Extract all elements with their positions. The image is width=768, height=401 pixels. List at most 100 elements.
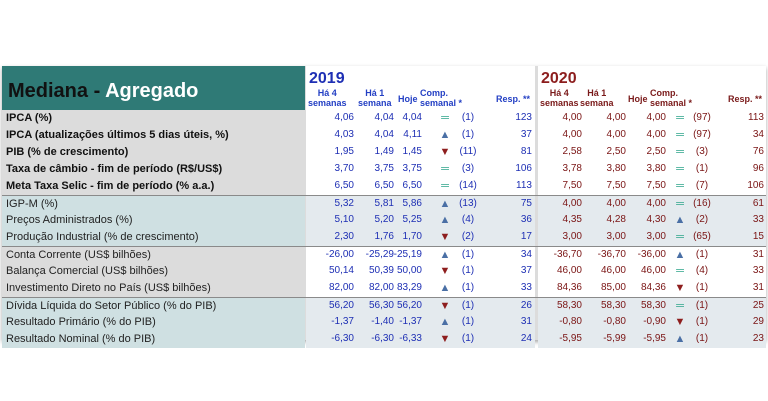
value-today-2020: 58,30 [640, 300, 666, 311]
value-1week-2019: -25,29 [365, 249, 394, 260]
responses-2019: 106 [515, 163, 532, 174]
responses-2019: 33 [520, 282, 532, 293]
table-row: Balança Comercial (US$ bilhões) 50,14 50,3… [2, 263, 766, 280]
value-today-2019: 83,29 [396, 282, 422, 293]
value-today-2020: 4,30 [646, 214, 666, 225]
responses-2019: 24 [520, 333, 532, 344]
value-4weeks-2019: 5,32 [334, 198, 354, 209]
value-4weeks-2019: 6,50 [334, 180, 354, 191]
weeks-count-2019: (1) [461, 129, 475, 140]
responses-2019: 37 [520, 265, 532, 276]
trend-2020-equal-icon: ═ [676, 265, 684, 277]
responses-2020: 113 [748, 112, 764, 123]
trend-2019-down-arrow-icon: ▼ [439, 265, 451, 277]
resp-header-2020: Resp. ** [728, 94, 763, 104]
weeks-count-2019: (1) [461, 112, 475, 123]
value-4weeks-2019: 1,95 [334, 146, 354, 157]
value-4weeks-2020: -0,80 [559, 316, 582, 327]
trend-2020-equal-icon: ═ [676, 180, 684, 192]
indicator-label-cell: IPCA (%) [2, 110, 305, 127]
value-today-2020: -36,00 [637, 249, 666, 260]
trend-2019-up-arrow-icon: ▲ [439, 249, 451, 261]
trend-2020-down-arrow-icon: ▼ [674, 316, 686, 328]
value-today-2019: 56,20 [396, 300, 422, 311]
trend-2019-up-arrow-icon: ▲ [439, 198, 451, 210]
weeks-count-2019: (1) [461, 249, 475, 260]
weeks-count-2019: (3) [461, 163, 475, 174]
value-1week-2020: 4,00 [606, 198, 626, 209]
value-today-2019: -1,37 [399, 316, 422, 327]
table-row: Resultado Nominal (% do PIB) -6,30 -6,30 -6… [2, 331, 766, 348]
trend-2019-down-arrow-icon: ▼ [439, 333, 451, 345]
value-today-2019: 4,11 [403, 129, 422, 140]
value-1week-2020: 3,00 [606, 231, 626, 242]
indicator-label-cell: Meta Taxa Selic - fim de período (% a.a.… [2, 178, 305, 195]
indicator-label-cell: Dívida Líquida do Setor Público (% do PI… [2, 298, 305, 315]
row-bg-2020 [538, 298, 766, 315]
indicator-label-cell: IGP-M (%) [2, 196, 305, 213]
value-4weeks-2020: -5,95 [559, 333, 582, 344]
indicator-label: Balança Comercial (US$ bilhões) [6, 265, 169, 277]
h1-header-2020: Há 1 semana [580, 88, 614, 108]
weeks-count-2019: (2) [461, 231, 475, 242]
value-1week-2019: -1,40 [371, 316, 394, 327]
indicator-label: Taxa de câmbio - fim de período (R$/US$) [6, 163, 223, 175]
value-1week-2019: -6,30 [371, 333, 394, 344]
row-bg-2019 [306, 212, 535, 229]
value-4weeks-2019: 4,03 [334, 129, 354, 140]
table-row: IPCA (atualizações últimos 5 dias úteis,… [2, 127, 766, 144]
indicator-label: Resultado Nominal (% do PIB) [6, 333, 156, 345]
weeks-count-2020: (7) [695, 180, 709, 191]
value-4weeks-2020: 3,00 [562, 231, 582, 242]
value-4weeks-2020: 46,00 [556, 265, 582, 276]
responses-2020: 31 [752, 249, 764, 260]
value-today-2019: 5,86 [402, 198, 422, 209]
trend-2019-down-arrow-icon: ▼ [439, 300, 451, 312]
value-today-2019: 50,00 [396, 265, 422, 276]
trend-2019-up-arrow-icon: ▲ [439, 129, 451, 141]
value-1week-2020: 58,30 [600, 300, 626, 311]
indicator-label: IPCA (atualizações últimos 5 dias úteis,… [6, 129, 229, 141]
trend-2019-up-arrow-icon: ▲ [439, 316, 451, 328]
row-bg-2020 [538, 196, 766, 213]
value-today-2020: 7,50 [646, 180, 666, 191]
value-1week-2020: -36,70 [597, 249, 626, 260]
responses-2020: 25 [752, 300, 764, 311]
trend-2020-up-arrow-icon: ▲ [674, 214, 686, 226]
trend-2019-up-arrow-icon: ▲ [439, 214, 451, 226]
value-4weeks-2019: -6,30 [331, 333, 354, 344]
table-row: Meta Taxa Selic - fim de período (% a.a.… [2, 178, 766, 195]
value-1week-2019: 5,81 [374, 198, 394, 209]
value-1week-2019: 82,00 [368, 282, 394, 293]
value-today-2020: -5,95 [643, 333, 666, 344]
indicator-label-cell: Conta Corrente (US$ bilhões) [2, 247, 305, 264]
responses-2019: 34 [520, 249, 532, 260]
weeks-count-2020: (1) [695, 316, 709, 327]
value-4weeks-2019: 4,06 [334, 112, 354, 123]
table-row: IGP-M (%) 5,32 5,81 5,86 ▲ (13) 75 4,00 4,00 4,00… [2, 195, 766, 213]
row-bg-2019 [306, 314, 535, 331]
indicator-label: Resultado Primário (% do PIB) [6, 316, 156, 328]
comp-header-2019: Comp. semanal * [420, 88, 463, 108]
trend-2019-equal-icon: ═ [441, 180, 449, 192]
trend-2019-up-arrow-icon: ▲ [439, 282, 451, 294]
trend-2020-equal-icon: ═ [676, 163, 684, 175]
value-today-2019: 1,45 [402, 146, 422, 157]
value-4weeks-2020: 3,78 [562, 163, 582, 174]
value-1week-2020: 4,00 [606, 112, 626, 123]
title-main: Mediana - [8, 80, 106, 102]
responses-2019: 75 [520, 198, 532, 209]
value-4weeks-2020: 4,00 [562, 129, 582, 140]
responses-2019: 123 [515, 112, 532, 123]
table-title: Mediana - Agregado [8, 80, 198, 103]
weeks-count-2020: (1) [695, 249, 709, 260]
responses-2020: 31 [752, 282, 764, 293]
year-2020-label: 2020 [541, 70, 577, 87]
indicator-label: IPCA (%) [6, 112, 53, 124]
value-1week-2019: 5,20 [374, 214, 394, 225]
table-row: Investimento Direto no País (US$ bilhões… [2, 280, 766, 297]
value-4weeks-2019: 3,70 [334, 163, 354, 174]
hoje-header-2019: Hoje [398, 94, 418, 104]
row-bg-2020 [538, 229, 766, 246]
value-4weeks-2019: 82,00 [328, 282, 354, 293]
